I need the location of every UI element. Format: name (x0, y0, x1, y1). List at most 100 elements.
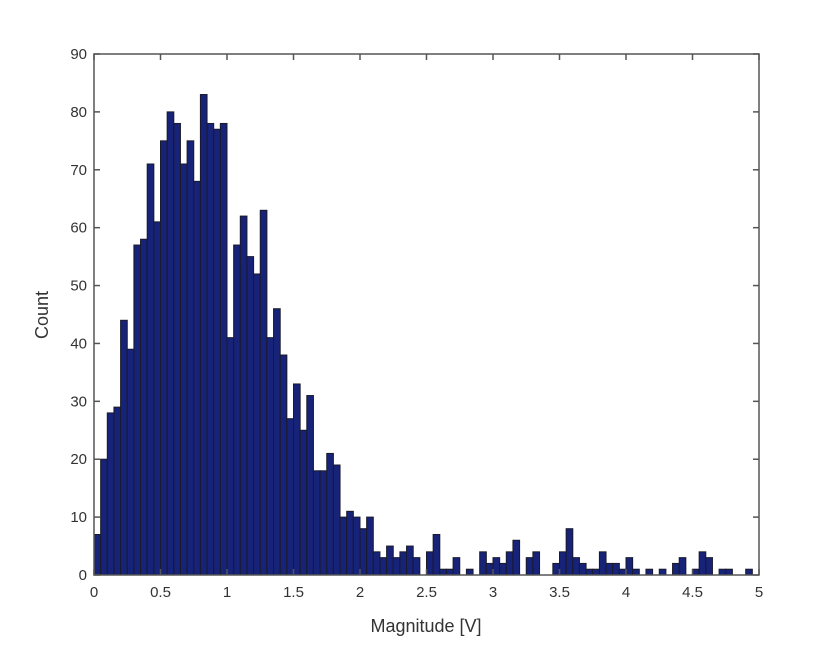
histogram-bar (160, 140, 168, 576)
y-tick-label: 50 (70, 278, 87, 295)
histogram-bar (499, 562, 507, 576)
histogram-bar (186, 140, 195, 576)
histogram-bar (465, 568, 474, 576)
x-tick-label: 5 (755, 584, 763, 601)
histogram-bar (113, 406, 122, 576)
y-tick-label: 60 (70, 220, 87, 237)
histogram-bar (259, 209, 268, 576)
histogram-bar (578, 562, 587, 576)
histogram-bar (153, 221, 162, 576)
histogram-bar (718, 568, 727, 576)
x-tick-label: 1.5 (283, 584, 304, 601)
histogram-bar (532, 551, 541, 576)
x-tick-label: 0.5 (150, 584, 171, 601)
x-tick-label: 3 (489, 584, 497, 601)
histogram-bar (505, 551, 514, 576)
histogram-bar (312, 470, 321, 576)
y-tick-label: 20 (70, 451, 87, 468)
histogram-bar (426, 551, 434, 576)
histogram-bar (106, 412, 115, 576)
histogram-bar (193, 180, 201, 576)
histogram-bar (226, 337, 235, 576)
y-tick-label: 90 (70, 46, 87, 63)
histogram-bar (632, 568, 640, 576)
histogram-bar (120, 319, 128, 576)
histogram-bar (306, 395, 314, 576)
y-tick-label: 40 (70, 335, 87, 352)
histogram-bar (173, 122, 181, 576)
histogram-bar (379, 557, 388, 576)
histogram-bar (93, 533, 102, 576)
histogram-bar (273, 308, 281, 576)
histogram-bar (100, 458, 108, 576)
histogram-bar (432, 533, 441, 576)
histogram-bar (585, 568, 594, 576)
histogram-bar (326, 452, 334, 576)
histogram-bar (612, 562, 620, 576)
histogram-bar (399, 551, 408, 576)
histogram-bar (279, 354, 288, 576)
histogram-bar (179, 163, 188, 576)
histogram-bar (206, 122, 215, 576)
histogram-bar (492, 557, 501, 576)
histogram-bar (299, 429, 308, 576)
histogram-bar (559, 551, 567, 576)
histogram-bar (133, 244, 142, 576)
histogram-bar (692, 568, 700, 576)
y-axis-label: Count (32, 291, 52, 339)
y-tick-label: 80 (70, 104, 87, 121)
x-tick-label: 0 (90, 584, 98, 601)
histogram-bar (512, 539, 521, 576)
x-tick-label: 4.5 (682, 584, 703, 601)
histogram-bar (359, 528, 368, 576)
histogram-bar (199, 94, 208, 576)
histogram-bar (266, 337, 275, 576)
histogram-bar (346, 510, 354, 576)
histogram-bar (246, 256, 255, 576)
y-tick-label: 10 (70, 509, 87, 526)
histogram-bar (592, 568, 600, 576)
histogram-bar (166, 111, 175, 576)
histogram-bar (452, 557, 461, 576)
histogram-bar (332, 464, 341, 576)
histogram-bar (445, 568, 454, 576)
histogram-bar (598, 551, 607, 576)
histogram-bar (439, 568, 447, 576)
histogram-bar (293, 383, 301, 576)
histogram-bar (213, 128, 221, 576)
histogram-bar (605, 562, 614, 576)
histogram-bar (366, 516, 374, 576)
x-tick-label: 4 (622, 584, 630, 601)
y-axis-ticks: 0 10 20 30 40 50 60 70 80 90 (70, 46, 759, 584)
histogram-bar (412, 557, 421, 576)
x-tick-label: 2.5 (416, 584, 437, 601)
histogram-bar (253, 273, 261, 576)
histogram-bar (658, 568, 667, 576)
x-axis-ticks: 0 0.5 1 1.5 2 2.5 3 3.5 4 4.5 5 (90, 54, 763, 601)
histogram-bar (678, 557, 687, 576)
histogram-bar (233, 244, 241, 576)
histogram-bar (339, 516, 348, 576)
histogram-bar (625, 557, 634, 576)
histogram-bar (745, 568, 753, 576)
histogram-bar (319, 470, 328, 576)
histogram-bar (705, 557, 713, 576)
histogram-bar (672, 562, 680, 576)
histogram-bar (525, 557, 534, 576)
x-axis-label: Magnitude [V] (370, 616, 481, 636)
histogram-bar (618, 568, 627, 576)
histogram-bar (645, 568, 654, 576)
histogram-bar (126, 348, 135, 576)
x-tick-label: 2 (356, 584, 364, 601)
histogram-bar (352, 516, 361, 576)
histogram-bar (406, 545, 414, 576)
y-tick-label: 0 (79, 567, 87, 584)
histogram-bar (239, 215, 248, 576)
histogram-bar (146, 163, 155, 576)
x-tick-label: 3.5 (549, 584, 570, 601)
x-tick-label: 1 (223, 584, 231, 601)
histogram-bar (485, 562, 494, 576)
y-tick-label: 30 (70, 393, 87, 410)
histogram-bar (572, 557, 580, 576)
